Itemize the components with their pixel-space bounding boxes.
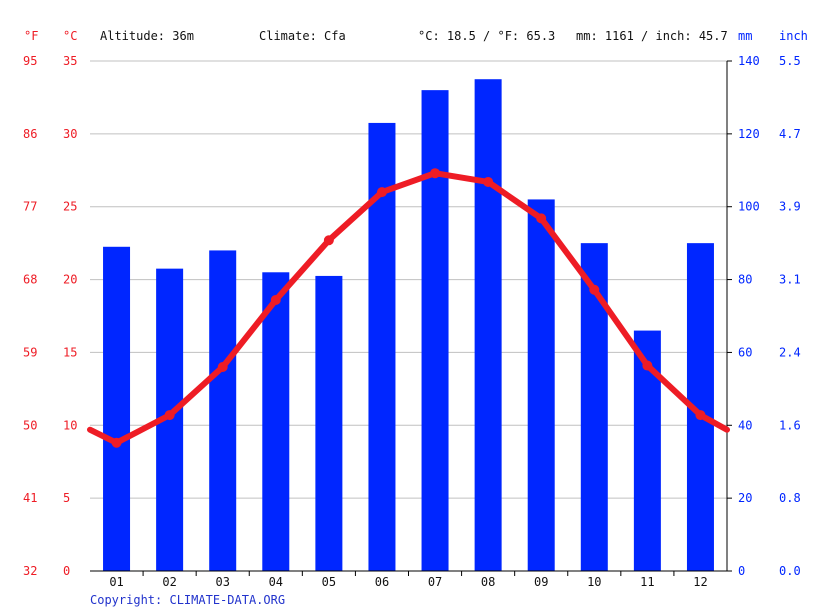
tick-label-mm: 80 (738, 273, 752, 287)
precip-bar (209, 250, 237, 571)
unit-inch-label: inch (779, 29, 808, 43)
tick-label-inch: 0.8 (779, 491, 801, 505)
x-tick-label: 05 (322, 575, 336, 589)
temperature-point (430, 168, 441, 179)
precip-bar (474, 79, 502, 571)
temperature-point (483, 176, 494, 187)
tick-label-inch: 3.9 (779, 200, 801, 214)
precip-bar (262, 272, 290, 571)
copyright-text: Copyright: CLIMATE-DATA.ORG (90, 593, 285, 607)
tick-label-c: 15 (63, 345, 77, 359)
tick-label-f: 95 (23, 54, 37, 68)
x-tick-label: 12 (693, 575, 707, 589)
tick-label-c: 5 (63, 491, 70, 505)
precipitation-bars (103, 79, 714, 572)
tick-label-mm: 120 (738, 127, 760, 141)
x-tick-label: 08 (481, 575, 495, 589)
grid-lines (90, 60, 727, 499)
tick-label-mm: 40 (738, 418, 752, 432)
x-tick-label: 01 (109, 575, 123, 589)
tick-label-f: 32 (23, 564, 37, 578)
temperature-point (589, 284, 600, 295)
tick-label-f: 86 (23, 127, 37, 141)
precip-total-label: mm: 1161 / inch: 45.7 (576, 29, 728, 43)
avg-temp-label: °C: 18.5 / °F: 65.3 (418, 29, 555, 43)
temperature-point (323, 235, 334, 246)
tick-label-c: 20 (63, 273, 77, 287)
precip-bar (103, 246, 131, 572)
temperature-point (111, 437, 122, 448)
tick-label-inch: 5.5 (779, 54, 801, 68)
tick-label-c: 25 (63, 200, 77, 214)
temperature-series-line (87, 170, 730, 446)
tick-label-f: 77 (23, 200, 37, 214)
tick-label-c: 0 (63, 564, 70, 578)
tick-label-f: 59 (23, 345, 37, 359)
unit-f-label: °F (24, 29, 38, 43)
tick-label-f: 41 (23, 491, 37, 505)
tick-label-f: 68 (23, 273, 37, 287)
x-tick-label: 10 (587, 575, 601, 589)
climate-label: Climate: Cfa (259, 29, 346, 43)
tick-label-mm: 60 (738, 345, 752, 359)
temperature-line (87, 168, 730, 448)
x-tick-label: 04 (269, 575, 283, 589)
altitude-label: Altitude: 36m (100, 29, 194, 43)
x-tick-label: 07 (428, 575, 442, 589)
tick-label-mm: 0 (738, 564, 745, 578)
tick-label-inch: 2.4 (779, 345, 801, 359)
precip-bar (527, 199, 555, 571)
precip-bar (421, 90, 449, 572)
tick-label-f: 50 (23, 418, 37, 432)
tick-label-mm: 100 (738, 200, 760, 214)
tick-label-inch: 0.0 (779, 564, 801, 578)
tick-label-mm: 140 (738, 54, 760, 68)
tick-label-inch: 3.1 (779, 273, 801, 287)
unit-mm-label: mm (738, 29, 752, 43)
tick-label-c: 30 (63, 127, 77, 141)
temperature-point (376, 187, 387, 198)
temperature-point (642, 360, 653, 371)
temperature-point (164, 410, 175, 421)
x-tick-label: 09 (534, 575, 548, 589)
tick-label-mm: 20 (738, 491, 752, 505)
tick-label-inch: 1.6 (779, 418, 801, 432)
chart-axes (90, 60, 732, 576)
temperature-point (695, 410, 706, 421)
temperature-point (270, 294, 281, 305)
tick-label-inch: 4.7 (779, 127, 801, 141)
temperature-point (536, 213, 547, 224)
x-tick-label: 03 (215, 575, 229, 589)
temperature-point (217, 362, 228, 372)
tick-label-c: 35 (63, 54, 77, 68)
precip-bar (315, 275, 343, 571)
tick-label-c: 10 (63, 418, 77, 432)
unit-c-label: °C (63, 29, 77, 43)
x-tick-label: 02 (162, 575, 176, 589)
tick-labels: 32 0 0 0.0 41 5 20 0.8 50 10 40 1.6 59 15 60 2.4 68 20 80 3… (23, 54, 801, 589)
x-tick-label: 06 (375, 575, 389, 589)
x-tick-label: 11 (640, 575, 654, 589)
